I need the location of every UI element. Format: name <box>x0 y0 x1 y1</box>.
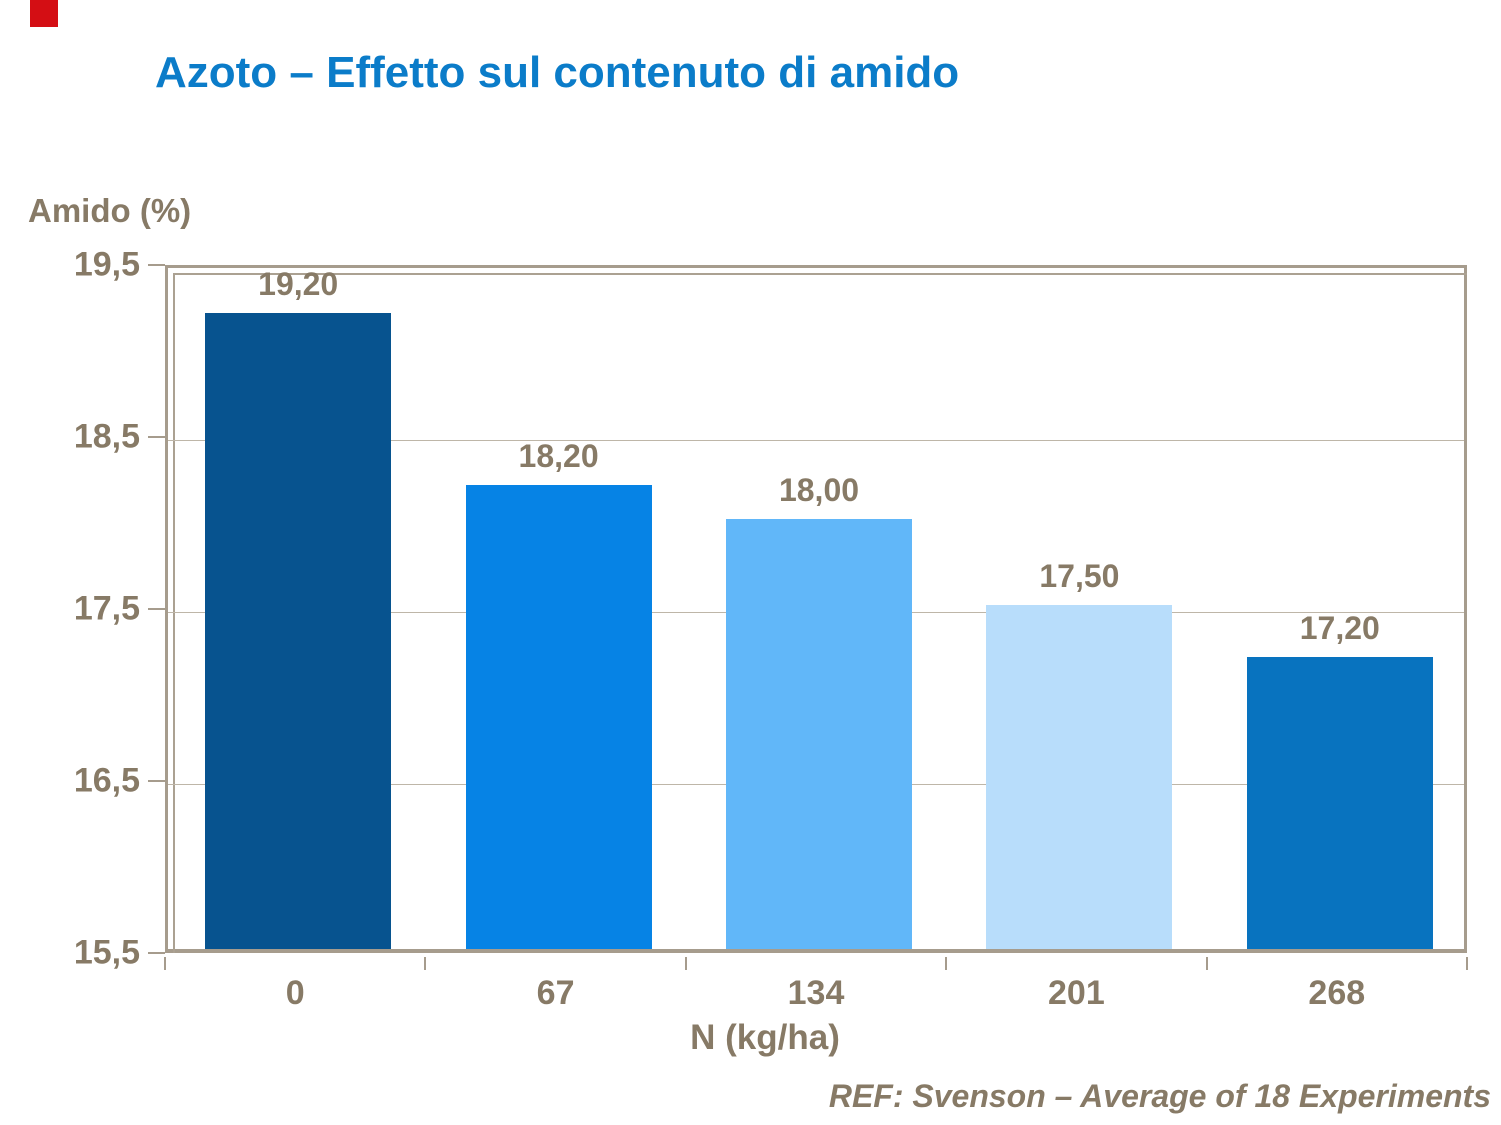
x-category-label-201: 201 <box>1048 974 1105 1012</box>
gridline-18.5 <box>168 440 1464 441</box>
y-tick-label-19.5: 19,5 <box>73 245 140 284</box>
x-category-label-67: 67 <box>536 974 575 1012</box>
reference-note: REF: Svenson – Average of 18 Experiments <box>828 1078 1491 1114</box>
y-tick-16.5 <box>148 780 165 782</box>
bar-value-label-0: 19,20 <box>258 265 339 302</box>
y-tick-19.5 <box>148 264 165 266</box>
page-title: Azoto – Effetto sul contenuto di amido <box>155 48 960 97</box>
y-tick-18.5 <box>148 436 165 438</box>
x-category-label-268: 268 <box>1308 974 1366 1012</box>
x-axis-title: N (kg/ha) <box>690 1018 840 1057</box>
red-corner-accent <box>30 0 58 27</box>
x-tick-0 <box>164 957 166 970</box>
x-tick-1 <box>424 957 427 970</box>
y-tick-17.5 <box>148 608 165 610</box>
y-tick-label-16.5: 16,5 <box>73 761 140 800</box>
x-tick-3 <box>945 957 948 970</box>
y-tick-label-15.5: 15,5 <box>73 933 140 972</box>
x-tick-5 <box>1466 957 1468 970</box>
bar-value-label-134: 18,00 <box>778 472 860 508</box>
bar-value-label-268: 17,20 <box>1299 609 1380 646</box>
y-tick-15.5 <box>148 952 165 954</box>
bar-67 <box>465 484 652 949</box>
y-tick-label-17.5: 17,5 <box>73 589 140 628</box>
bar-value-label-67: 18,20 <box>518 437 599 474</box>
bar-201 <box>986 605 1173 949</box>
x-category-label-134: 134 <box>787 974 845 1012</box>
bar-0 <box>205 312 392 949</box>
bar-268 <box>1246 656 1433 949</box>
plot-area: 19,20 18,20 18,00 17,50 17,20 <box>165 265 1467 953</box>
x-tick-2 <box>684 957 687 970</box>
x-tick-4 <box>1205 957 1208 970</box>
x-category-label-0: 0 <box>285 974 305 1012</box>
y-axis-title: Amido (%) <box>28 192 192 229</box>
bar-value-label-201: 17,50 <box>1039 558 1120 594</box>
bar-134 <box>726 519 912 949</box>
y-tick-label-18.5: 18,5 <box>73 417 140 456</box>
